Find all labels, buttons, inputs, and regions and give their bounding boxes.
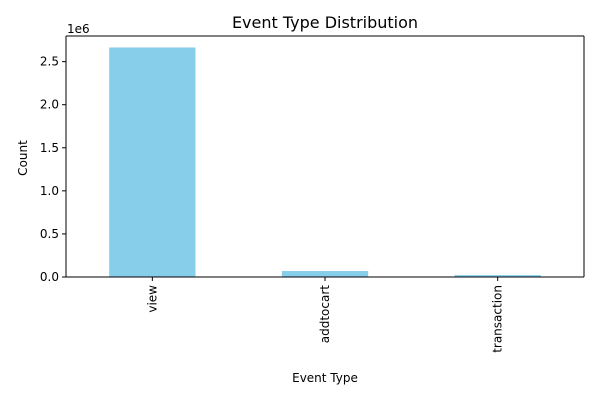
x-tick-label: transaction — [491, 285, 505, 353]
y-ticks-group: 0.0 0.5 1.0 1.5 2.0 2.5 — [40, 55, 66, 284]
chart-title: Event Type Distribution — [232, 13, 418, 32]
x-tick-label: view — [145, 285, 159, 313]
y-tick-label: 2.5 — [40, 55, 59, 69]
bar-view — [109, 47, 196, 277]
y-tick-label: 0.0 — [40, 270, 59, 284]
x-axis-label: Event Type — [292, 371, 358, 385]
x-tick-label: addtocart — [318, 285, 332, 344]
bar-transaction — [454, 275, 541, 277]
y-axis-label: Count — [16, 140, 30, 176]
y-tick-label: 0.5 — [40, 227, 59, 241]
bar-addtocart — [281, 271, 369, 277]
y-tick-label: 2.0 — [40, 98, 59, 112]
bars-group — [109, 47, 541, 277]
y-tick-label: 1.0 — [40, 184, 59, 198]
x-ticks-group: view addtocart transaction — [145, 277, 505, 353]
y-tick-label: 1.5 — [40, 141, 59, 155]
y-axis-offset-label: 1e6 — [67, 22, 90, 36]
